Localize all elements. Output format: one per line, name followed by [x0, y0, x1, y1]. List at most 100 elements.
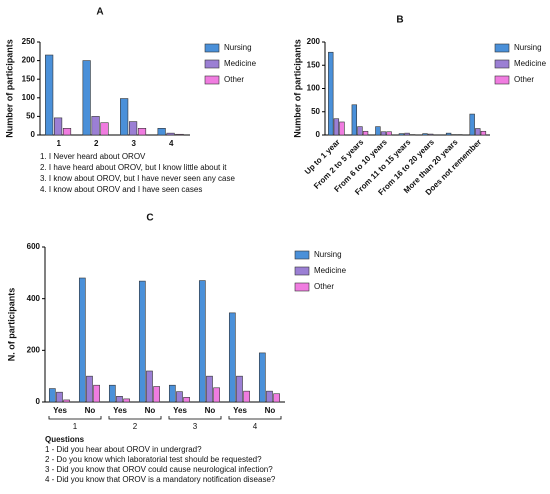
bar	[120, 99, 128, 135]
x-tick-label: 2	[94, 139, 99, 148]
y-tick-label: 50	[311, 107, 320, 116]
group-label: 2	[133, 422, 138, 431]
x-tick-label: Yes	[53, 406, 67, 415]
legend-label: Nursing	[514, 43, 542, 52]
legend-label: Other	[514, 75, 534, 84]
bar	[376, 127, 381, 135]
bar	[184, 397, 190, 402]
panel-title: B	[396, 15, 403, 26]
bar	[428, 134, 433, 135]
x-tick-label: No	[85, 406, 96, 415]
bar	[83, 61, 91, 135]
bar	[154, 387, 160, 403]
legend-swatch	[295, 283, 309, 291]
bar	[206, 376, 212, 402]
bar	[334, 119, 339, 135]
x-tick-label: Yes	[233, 406, 247, 415]
bar	[129, 122, 137, 135]
bar	[116, 396, 122, 402]
bar	[266, 391, 272, 402]
legend-swatch	[295, 267, 309, 275]
group-bracket	[229, 416, 281, 419]
bar	[244, 391, 250, 402]
panel-title: C	[146, 213, 153, 224]
note: 2 - Do you know which laboratorial test …	[45, 455, 262, 464]
bar	[169, 385, 175, 402]
bar	[45, 55, 53, 135]
bar	[199, 281, 205, 402]
y-axis-label: Number of participants	[292, 39, 302, 138]
legend-swatch	[295, 251, 309, 259]
bar	[340, 122, 345, 135]
x-tick-label: 1	[57, 139, 62, 148]
bar	[94, 385, 100, 402]
y-tick-label: 50	[26, 112, 35, 121]
y-tick-label: 200	[307, 37, 321, 46]
legend-label: Medicine	[224, 59, 257, 68]
group-label: 4	[253, 422, 258, 431]
bar	[139, 281, 145, 402]
bar	[214, 388, 220, 402]
bar	[64, 400, 70, 402]
bar	[138, 128, 146, 135]
bar	[86, 376, 92, 402]
legend-label: Medicine	[314, 266, 347, 275]
y-tick-label: 150	[307, 60, 321, 69]
legend-label: Other	[314, 282, 334, 291]
bar	[446, 133, 451, 135]
group-label: 1	[73, 422, 78, 431]
y-tick-label: 200	[27, 345, 41, 354]
note: 4. I know about OROV and I have seen cas…	[40, 185, 202, 194]
notes-title: Questions	[45, 435, 85, 444]
legend-label: Nursing	[224, 43, 252, 52]
group-bracket	[109, 416, 161, 419]
y-axis-label: N. of participants	[6, 288, 16, 362]
x-tick-label: Yes	[173, 406, 187, 415]
note: 3. I know about OROV, but I have never s…	[40, 174, 235, 183]
bar	[146, 371, 152, 402]
bar	[167, 133, 175, 135]
bar	[79, 278, 85, 402]
y-tick-label: 250	[22, 37, 36, 46]
y-tick-label: 0	[36, 397, 41, 406]
legend-swatch	[495, 60, 509, 68]
group-bracket	[169, 416, 221, 419]
bar	[352, 105, 357, 135]
x-tick-label: No	[145, 406, 156, 415]
note: 1 - Did you hear about OROV in undergrad…	[45, 445, 202, 454]
bar	[481, 131, 486, 135]
y-tick-label: 150	[22, 74, 36, 83]
bar	[109, 385, 115, 402]
x-tick-label: No	[265, 406, 276, 415]
x-tick-label: Yes	[113, 406, 127, 415]
note: 1. I Never heard about OROV	[40, 152, 146, 161]
bar	[176, 392, 182, 402]
legend-label: Medicine	[514, 59, 547, 68]
legend-swatch	[205, 60, 219, 68]
note: 4 - Did you know that OROV is a mandator…	[45, 475, 276, 484]
panel-title: A	[96, 7, 103, 18]
x-tick-label: No	[205, 406, 216, 415]
y-tick-label: 200	[22, 56, 36, 65]
bar	[259, 353, 265, 402]
bar	[63, 128, 71, 135]
bar	[56, 392, 62, 402]
bar	[101, 123, 109, 135]
y-tick-label: 0	[31, 130, 36, 139]
bar	[236, 376, 242, 402]
y-tick-label: 0	[316, 130, 321, 139]
bar	[124, 399, 130, 402]
legend-swatch	[205, 76, 219, 84]
group-label: 3	[193, 422, 198, 431]
note: 3 - Did you know that OROV could cause n…	[45, 465, 273, 474]
y-tick-label: 100	[307, 84, 321, 93]
group-bracket	[49, 416, 101, 419]
bar	[358, 127, 363, 135]
bar	[470, 114, 475, 135]
y-tick-label: 600	[27, 242, 41, 251]
bar	[475, 128, 480, 135]
legend-swatch	[495, 76, 509, 84]
x-tick-label: 3	[132, 139, 137, 148]
legend-swatch	[205, 44, 219, 52]
